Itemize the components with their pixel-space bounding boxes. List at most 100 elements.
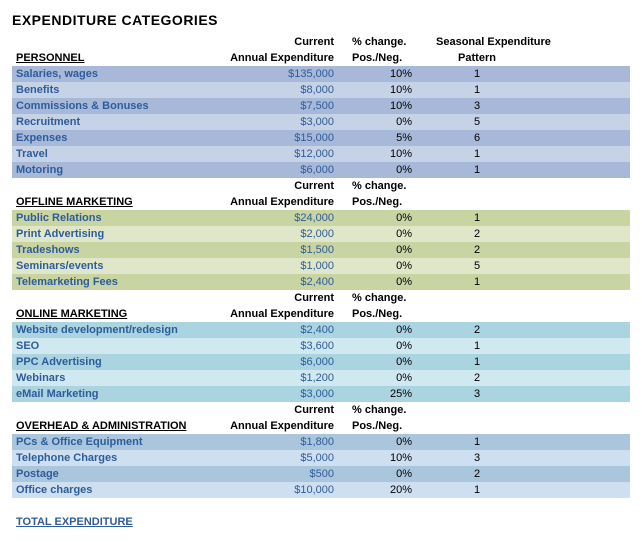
hdr-posneg: Pos./Neg. [342,50,432,66]
hdr-pctchange: % change. [342,178,432,194]
row-pct: 0% [342,370,432,386]
row-label: Public Relations [12,210,212,226]
row-expenditure: $8,000 [212,82,342,98]
row-expenditure: $6,000 [212,162,342,178]
table-row: Postage$5000%2 [12,466,630,482]
row-label: Tradeshows [12,242,212,258]
row-pattern: 2 [432,226,522,242]
row-pct: 0% [342,322,432,338]
table-row: Benefits$8,00010%1 [12,82,630,98]
row-label: Motoring [12,162,212,178]
table-row: Public Relations$24,0000%1 [12,210,630,226]
row-pct: 0% [342,162,432,178]
row-pattern: 2 [432,370,522,386]
section-header-row: OFFLINE MARKETINGAnnual ExpenditurePos./… [12,194,630,210]
row-label: Office charges [12,482,212,498]
row-pattern: 1 [432,482,522,498]
row-pct: 10% [342,98,432,114]
row-label: Print Advertising [12,226,212,242]
row-label: Telemarketing Fees [12,274,212,290]
section-title: OVERHEAD & ADMINISTRATION [12,418,212,434]
row-pattern: 3 [432,386,522,402]
hdr-posneg: Pos./Neg. [342,306,432,322]
hdr-annual: Annual Expenditure [212,418,342,434]
hdr-posneg: Pos./Neg. [342,418,432,434]
row-label: eMail Marketing [12,386,212,402]
table-row: Print Advertising$2,0000%2 [12,226,630,242]
hdr-annual: Annual Expenditure [212,194,342,210]
row-label: Salaries, wages [12,66,212,82]
table-row: Tradeshows$1,5000%2 [12,242,630,258]
row-label: Seminars/events [12,258,212,274]
hdr-current: Current [212,402,342,418]
row-pattern: 2 [432,466,522,482]
row-pattern: 1 [432,338,522,354]
row-pattern: 3 [432,98,522,114]
row-expenditure: $2,400 [212,274,342,290]
row-expenditure: $135,000 [212,66,342,82]
table-row: Website development/redesign$2,4000%2 [12,322,630,338]
section-title: ONLINE MARKETING [12,306,212,322]
table-row: Webinars$1,2000%2 [12,370,630,386]
row-label: Website development/redesign [12,322,212,338]
row-expenditure: $5,000 [212,450,342,466]
row-pct: 0% [342,226,432,242]
row-pct: 0% [342,258,432,274]
expenditure-table: Current% change.Seasonal ExpenditurePERS… [12,34,630,530]
row-pattern: 1 [432,66,522,82]
table-row: eMail Marketing$3,00025%3 [12,386,630,402]
row-pattern: 5 [432,114,522,130]
row-pattern: 1 [432,162,522,178]
row-expenditure: $2,000 [212,226,342,242]
hdr-seasonal: Seasonal Expenditure [432,34,522,50]
row-expenditure: $3,600 [212,338,342,354]
row-expenditure: $24,000 [212,210,342,226]
row-expenditure: $7,500 [212,98,342,114]
row-label: Telephone Charges [12,450,212,466]
table-row: Motoring$6,0000%1 [12,162,630,178]
row-expenditure: $500 [212,466,342,482]
table-row: Telemarketing Fees$2,4000%1 [12,274,630,290]
row-label: Travel [12,146,212,162]
table-row: Salaries, wages$135,00010%1 [12,66,630,82]
row-pct: 0% [342,466,432,482]
column-units-row: Current% change. [12,290,630,306]
table-row: Travel$12,00010%1 [12,146,630,162]
row-pattern: 1 [432,354,522,370]
row-expenditure: $3,000 [212,114,342,130]
section-title: OFFLINE MARKETING [12,194,212,210]
row-pct: 10% [342,82,432,98]
row-label: Webinars [12,370,212,386]
hdr-annual: Annual Expenditure [212,50,342,66]
row-pattern: 6 [432,130,522,146]
row-expenditure: $3,000 [212,386,342,402]
row-expenditure: $2,400 [212,322,342,338]
hdr-current: Current [212,178,342,194]
hdr-posneg: Pos./Neg. [342,194,432,210]
row-pattern: 1 [432,82,522,98]
section-header-row: ONLINE MARKETINGAnnual ExpenditurePos./N… [12,306,630,322]
row-pct: 0% [342,338,432,354]
row-expenditure: $10,000 [212,482,342,498]
hdr-pctchange: % change. [342,290,432,306]
total-row: TOTAL EXPENDITURE [12,498,630,530]
column-units-row: Current% change.Seasonal Expenditure [12,34,630,50]
row-pattern: 1 [432,434,522,450]
row-pattern: 1 [432,146,522,162]
row-pattern: 2 [432,242,522,258]
row-expenditure: $1,800 [212,434,342,450]
hdr-pattern: Pattern [432,50,522,66]
row-pattern: 1 [432,274,522,290]
row-expenditure: $6,000 [212,354,342,370]
row-pattern: 1 [432,210,522,226]
table-row: SEO$3,6000%1 [12,338,630,354]
section-header-row: PERSONNELAnnual ExpenditurePos./Neg.Patt… [12,50,630,66]
row-pct: 10% [342,146,432,162]
row-pattern: 2 [432,322,522,338]
table-row: Seminars/events$1,0000%5 [12,258,630,274]
row-pct: 0% [342,434,432,450]
table-row: Recruitment$3,0000%5 [12,114,630,130]
column-units-row: Current% change. [12,178,630,194]
hdr-annual: Annual Expenditure [212,306,342,322]
row-expenditure: $1,200 [212,370,342,386]
